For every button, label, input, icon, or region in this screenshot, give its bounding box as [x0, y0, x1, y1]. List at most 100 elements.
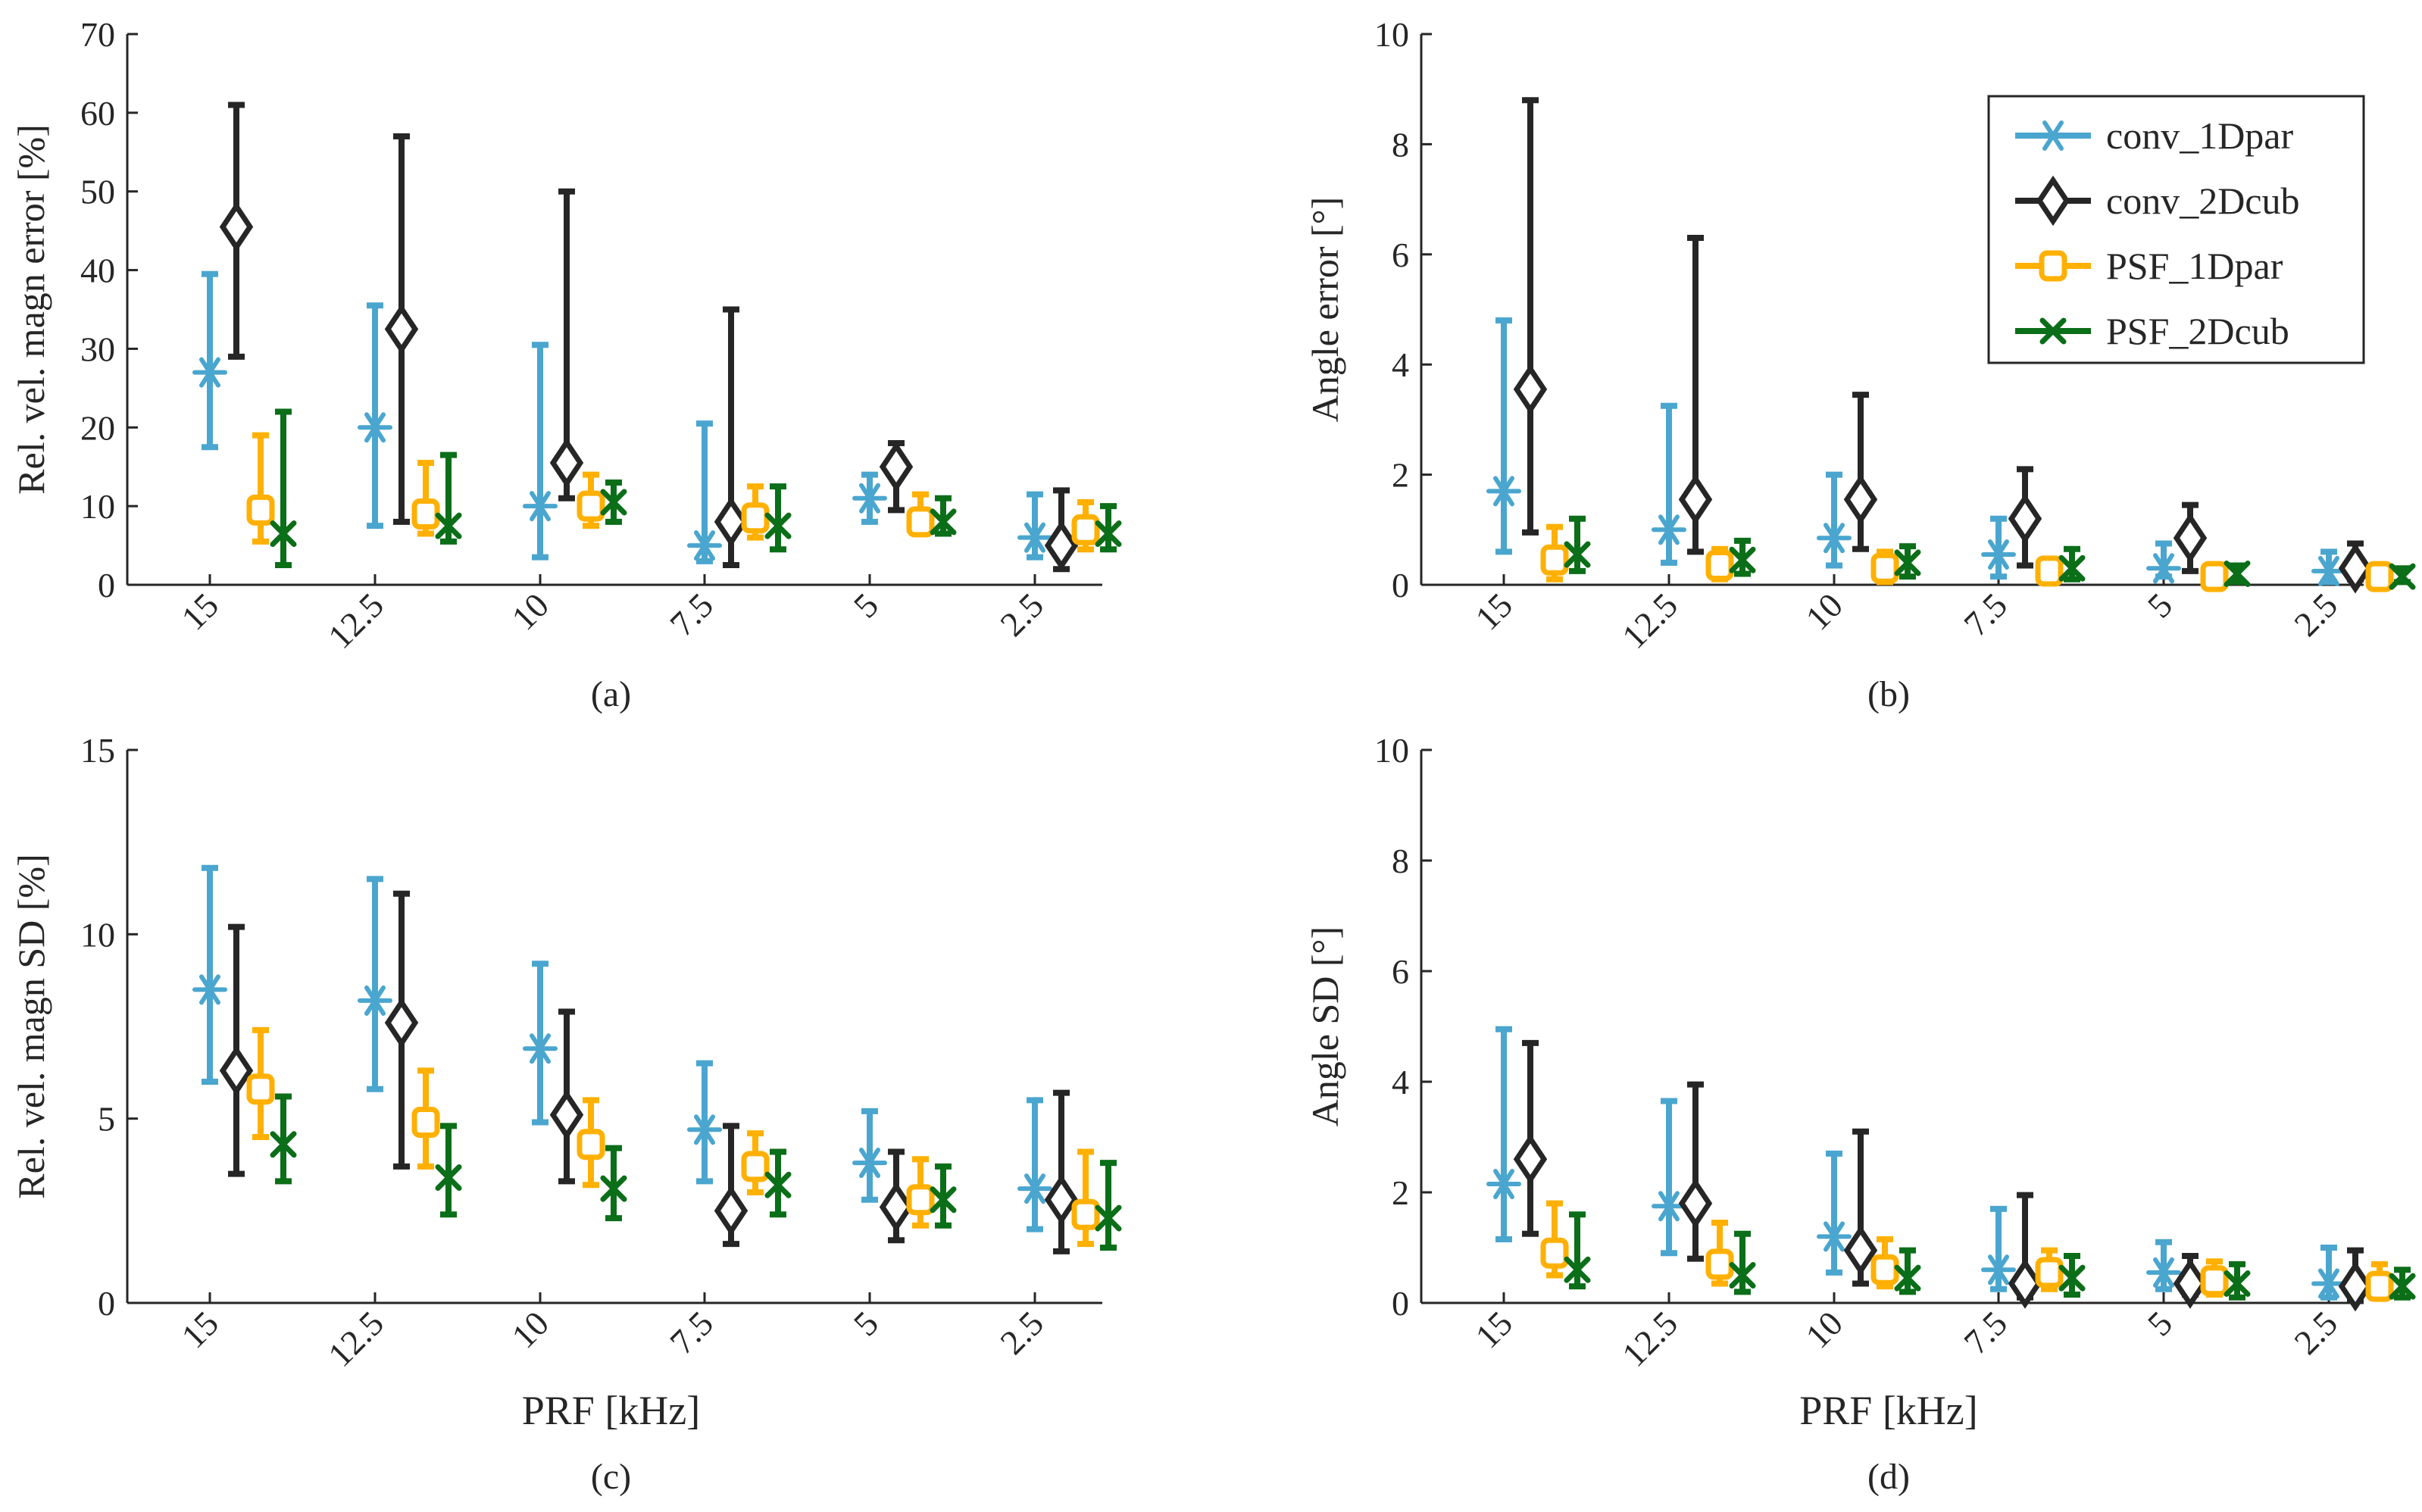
x-tick-label: 10	[504, 586, 556, 638]
x-tick-label: 10	[504, 1304, 556, 1356]
marker-stroke	[2042, 120, 2064, 151]
series-PSF_1Dpar	[246, 1026, 1100, 1248]
marker-stroke	[199, 974, 220, 1005]
data-point	[1071, 1148, 1100, 1248]
marker-asterisk	[2036, 120, 2070, 151]
marker-x	[1095, 1204, 1122, 1232]
y-tick-label: 60	[80, 94, 115, 133]
panel-label: (b)	[1867, 674, 1910, 714]
marker-x	[764, 512, 792, 539]
marker-stroke	[859, 483, 880, 514]
series-PSF_1Dpar	[246, 432, 1100, 553]
marker-stroke	[1024, 522, 1045, 553]
data-point	[1095, 1160, 1122, 1251]
data-point	[549, 1008, 584, 1185]
marker-stroke	[1894, 1264, 1921, 1292]
series-conv_1Dpar	[1486, 1026, 2346, 1301]
data-point	[192, 864, 227, 1085]
marker-stroke	[530, 491, 551, 522]
data-point	[2311, 1245, 2346, 1301]
data-point	[358, 876, 392, 1092]
y-tick-label: 70	[80, 15, 115, 54]
x-tick-label: 10	[1798, 586, 1850, 638]
marker-stroke	[2389, 563, 2416, 590]
series-conv_2Dcub	[219, 102, 1079, 573]
data-point	[2224, 1261, 2251, 1301]
marker-stroke	[2153, 1257, 2174, 1288]
marker-asterisk	[1017, 1173, 1052, 1204]
data-point	[358, 302, 392, 530]
x-axis-label: PRF [kHz]	[1799, 1388, 1978, 1433]
marker-stroke	[1988, 1254, 2009, 1286]
marker-square	[1540, 544, 1569, 576]
data-point	[384, 890, 419, 1170]
marker-stroke	[2318, 555, 2339, 586]
data-point	[906, 491, 935, 538]
data-point	[906, 1156, 935, 1229]
y-tick-label: 0	[1392, 1284, 1409, 1323]
marker-stroke	[1095, 520, 1122, 547]
legend: conv_1Dpar conv_2Dcub PSF_1Dpar PSF_2Dcub	[1987, 95, 2365, 364]
series-PSF_1Dpar	[1540, 523, 2394, 592]
marker-diamond	[2008, 1258, 2042, 1309]
marker-x	[1894, 549, 1921, 576]
marker-square	[2039, 250, 2067, 282]
y-tick-label: 10	[1374, 15, 1409, 54]
marker-asterisk	[2146, 1257, 2181, 1288]
data-point	[1044, 487, 1079, 573]
marker-diamond	[1513, 364, 1548, 415]
marker-square	[2365, 1270, 2394, 1302]
marker-x	[930, 508, 957, 536]
data-point	[2224, 560, 2251, 587]
data-point	[1870, 548, 1899, 586]
marker-stroke	[199, 357, 220, 388]
data-point	[270, 1093, 297, 1185]
data-point	[1894, 543, 1921, 580]
x-tick-label: 5	[846, 586, 886, 625]
marker-diamond	[1678, 474, 1713, 525]
data-point	[1894, 1247, 1921, 1295]
data-point	[2338, 1247, 2373, 1312]
legend-entry: PSF_1Dpar	[2015, 245, 2283, 287]
marker-square	[577, 490, 605, 522]
data-point	[1705, 1220, 1734, 1287]
marker-asterisk	[523, 491, 558, 522]
x-tick-label: 12.5	[1614, 586, 1685, 656]
marker-stroke	[1095, 1204, 1122, 1232]
marker-asterisk	[687, 530, 722, 561]
panel-b: 0 2 4 6 8 10 15 12.5 10 7.5 5 2.5 Angle error [°] (b)…	[1304, 15, 2416, 714]
marker-diamond	[1678, 1178, 1713, 1229]
x-tick-label: 12.5	[1614, 1304, 1685, 1374]
marker-asterisk	[192, 974, 227, 1005]
data-point	[2389, 563, 2416, 590]
data-point	[879, 440, 914, 514]
marker-x	[1095, 520, 1122, 547]
marker-stroke	[1564, 541, 1591, 568]
data-point	[1540, 523, 1569, 583]
y-tick-label: 0	[98, 566, 115, 604]
marker-stroke	[1564, 1256, 1591, 1283]
marker-stroke	[2058, 555, 2086, 582]
marker-asterisk	[192, 357, 227, 388]
panel-c: 0 5 10 15 15 12.5 10 7.5 5 2.5 Rel. vel. magn SD […	[10, 731, 1122, 1497]
marker-diamond	[2173, 512, 2208, 564]
marker-square	[1705, 1248, 1734, 1280]
data-point	[1486, 1026, 1521, 1243]
marker-stroke	[694, 530, 715, 561]
data-point	[852, 1107, 887, 1203]
marker-diamond	[1044, 1174, 1079, 1226]
marker-diamond	[549, 437, 584, 489]
x-tick-label: 7.5	[1956, 586, 2014, 644]
data-point	[1817, 471, 1852, 569]
marker-x	[2039, 317, 2067, 345]
marker-diamond	[1044, 520, 1079, 571]
x-tick-label: 5	[846, 1304, 886, 1343]
series-conv_1Dpar	[1486, 317, 2346, 586]
data-point	[1513, 1039, 1548, 1237]
data-point	[411, 1067, 440, 1170]
marker-asterisk	[1981, 1254, 2016, 1286]
marker-square	[2200, 561, 2229, 592]
marker-stroke	[2039, 317, 2067, 345]
data-point	[219, 923, 254, 1177]
marker-asterisk	[2146, 553, 2181, 584]
